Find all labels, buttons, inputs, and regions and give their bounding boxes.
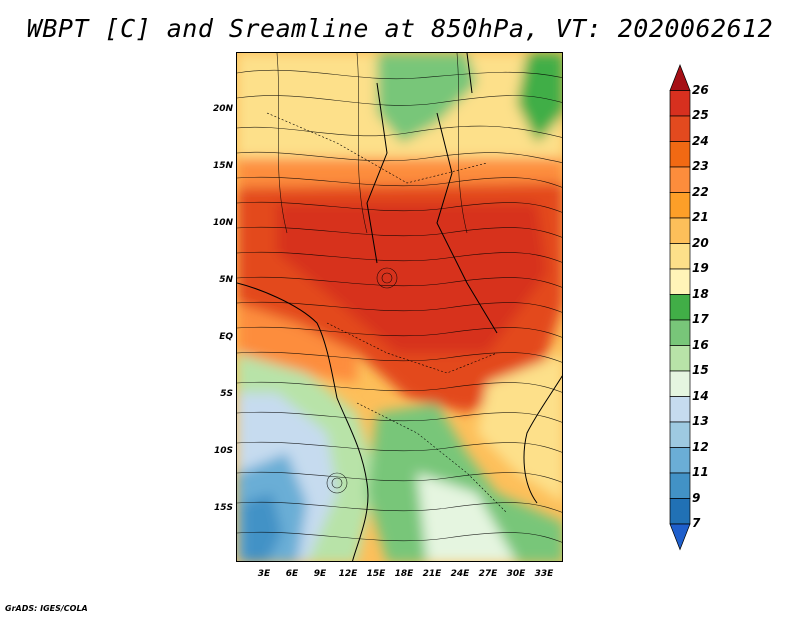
colorbar-label: 17 bbox=[692, 312, 709, 326]
lat-label: EQ bbox=[219, 332, 233, 342]
colorbar bbox=[669, 64, 691, 551]
lat-label: 20N bbox=[212, 104, 233, 114]
colorbar-swatch bbox=[669, 166, 691, 193]
colorbar-bottom-triangle bbox=[669, 523, 691, 551]
colorbar-swatch bbox=[669, 370, 691, 397]
chart-title: WBPT [C] and Sreamline at 850hPa, VT: 20… bbox=[26, 14, 774, 43]
colorbar-label: 12 bbox=[692, 439, 709, 454]
lon-label: 6E bbox=[285, 569, 299, 579]
colorbar-swatch bbox=[669, 192, 691, 219]
colorbar-label: 7 bbox=[692, 516, 701, 530]
credit-text: GrADS: IGES/COLA bbox=[5, 604, 88, 613]
lon-label: 12E bbox=[338, 569, 358, 579]
colorbar-label: 23 bbox=[692, 159, 709, 173]
wbpt-field bbox=[237, 53, 562, 561]
colorbar-label: 18 bbox=[692, 286, 709, 301]
lat-label: 5S bbox=[220, 389, 233, 399]
lon-label: 33E bbox=[534, 569, 554, 579]
colorbar-label: 13 bbox=[692, 414, 709, 428]
colorbar-swatch bbox=[669, 268, 691, 295]
colorbar-label: 19 bbox=[692, 261, 709, 275]
colorbar-swatch bbox=[669, 319, 691, 346]
colorbar-swatch bbox=[669, 141, 691, 168]
colorbar-swatch bbox=[669, 345, 691, 372]
colorbar-label: 9 bbox=[692, 490, 701, 505]
colorbar-swatch bbox=[669, 217, 691, 244]
colorbar-label: 26 bbox=[692, 82, 709, 97]
colorbar-swatch bbox=[669, 115, 691, 142]
colorbar-top-triangle bbox=[669, 64, 691, 91]
colorbar-swatch bbox=[669, 396, 691, 423]
colorbar-swatch bbox=[669, 447, 691, 474]
colorbar-label: 14 bbox=[692, 388, 709, 403]
colorbar-label: 15 bbox=[692, 363, 709, 377]
lon-label: 27E bbox=[478, 569, 498, 579]
colorbar-label: 20 bbox=[692, 235, 709, 250]
colorbar-label: 11 bbox=[692, 465, 709, 479]
colorbar-swatch bbox=[669, 498, 691, 525]
lat-label: 5N bbox=[219, 275, 233, 285]
lat-label: 15N bbox=[212, 161, 233, 171]
lat-label: 10S bbox=[213, 446, 233, 456]
colorbar-label: 25 bbox=[692, 108, 709, 122]
lon-label: 21E bbox=[422, 569, 442, 579]
colorbar-label: 22 bbox=[692, 184, 709, 199]
colorbar-swatch bbox=[669, 472, 691, 499]
lat-label: 10N bbox=[212, 218, 233, 228]
colorbar-swatch bbox=[669, 90, 691, 117]
colorbar-label: 24 bbox=[692, 133, 709, 148]
lon-label: 18E bbox=[394, 569, 414, 579]
colorbar-label: 16 bbox=[692, 337, 709, 352]
lon-label: 30E bbox=[506, 569, 526, 579]
colorbar-swatch bbox=[669, 421, 691, 448]
lon-label: 3E bbox=[257, 569, 271, 579]
colorbar-swatch bbox=[669, 294, 691, 321]
lat-label: 15S bbox=[213, 503, 233, 513]
colorbar-swatch bbox=[669, 243, 691, 270]
colorbar-label: 21 bbox=[692, 210, 709, 224]
lon-label: 24E bbox=[450, 569, 470, 579]
lon-label: 9E bbox=[313, 569, 327, 579]
map-panel bbox=[236, 52, 563, 562]
lon-label: 15E bbox=[366, 569, 386, 579]
